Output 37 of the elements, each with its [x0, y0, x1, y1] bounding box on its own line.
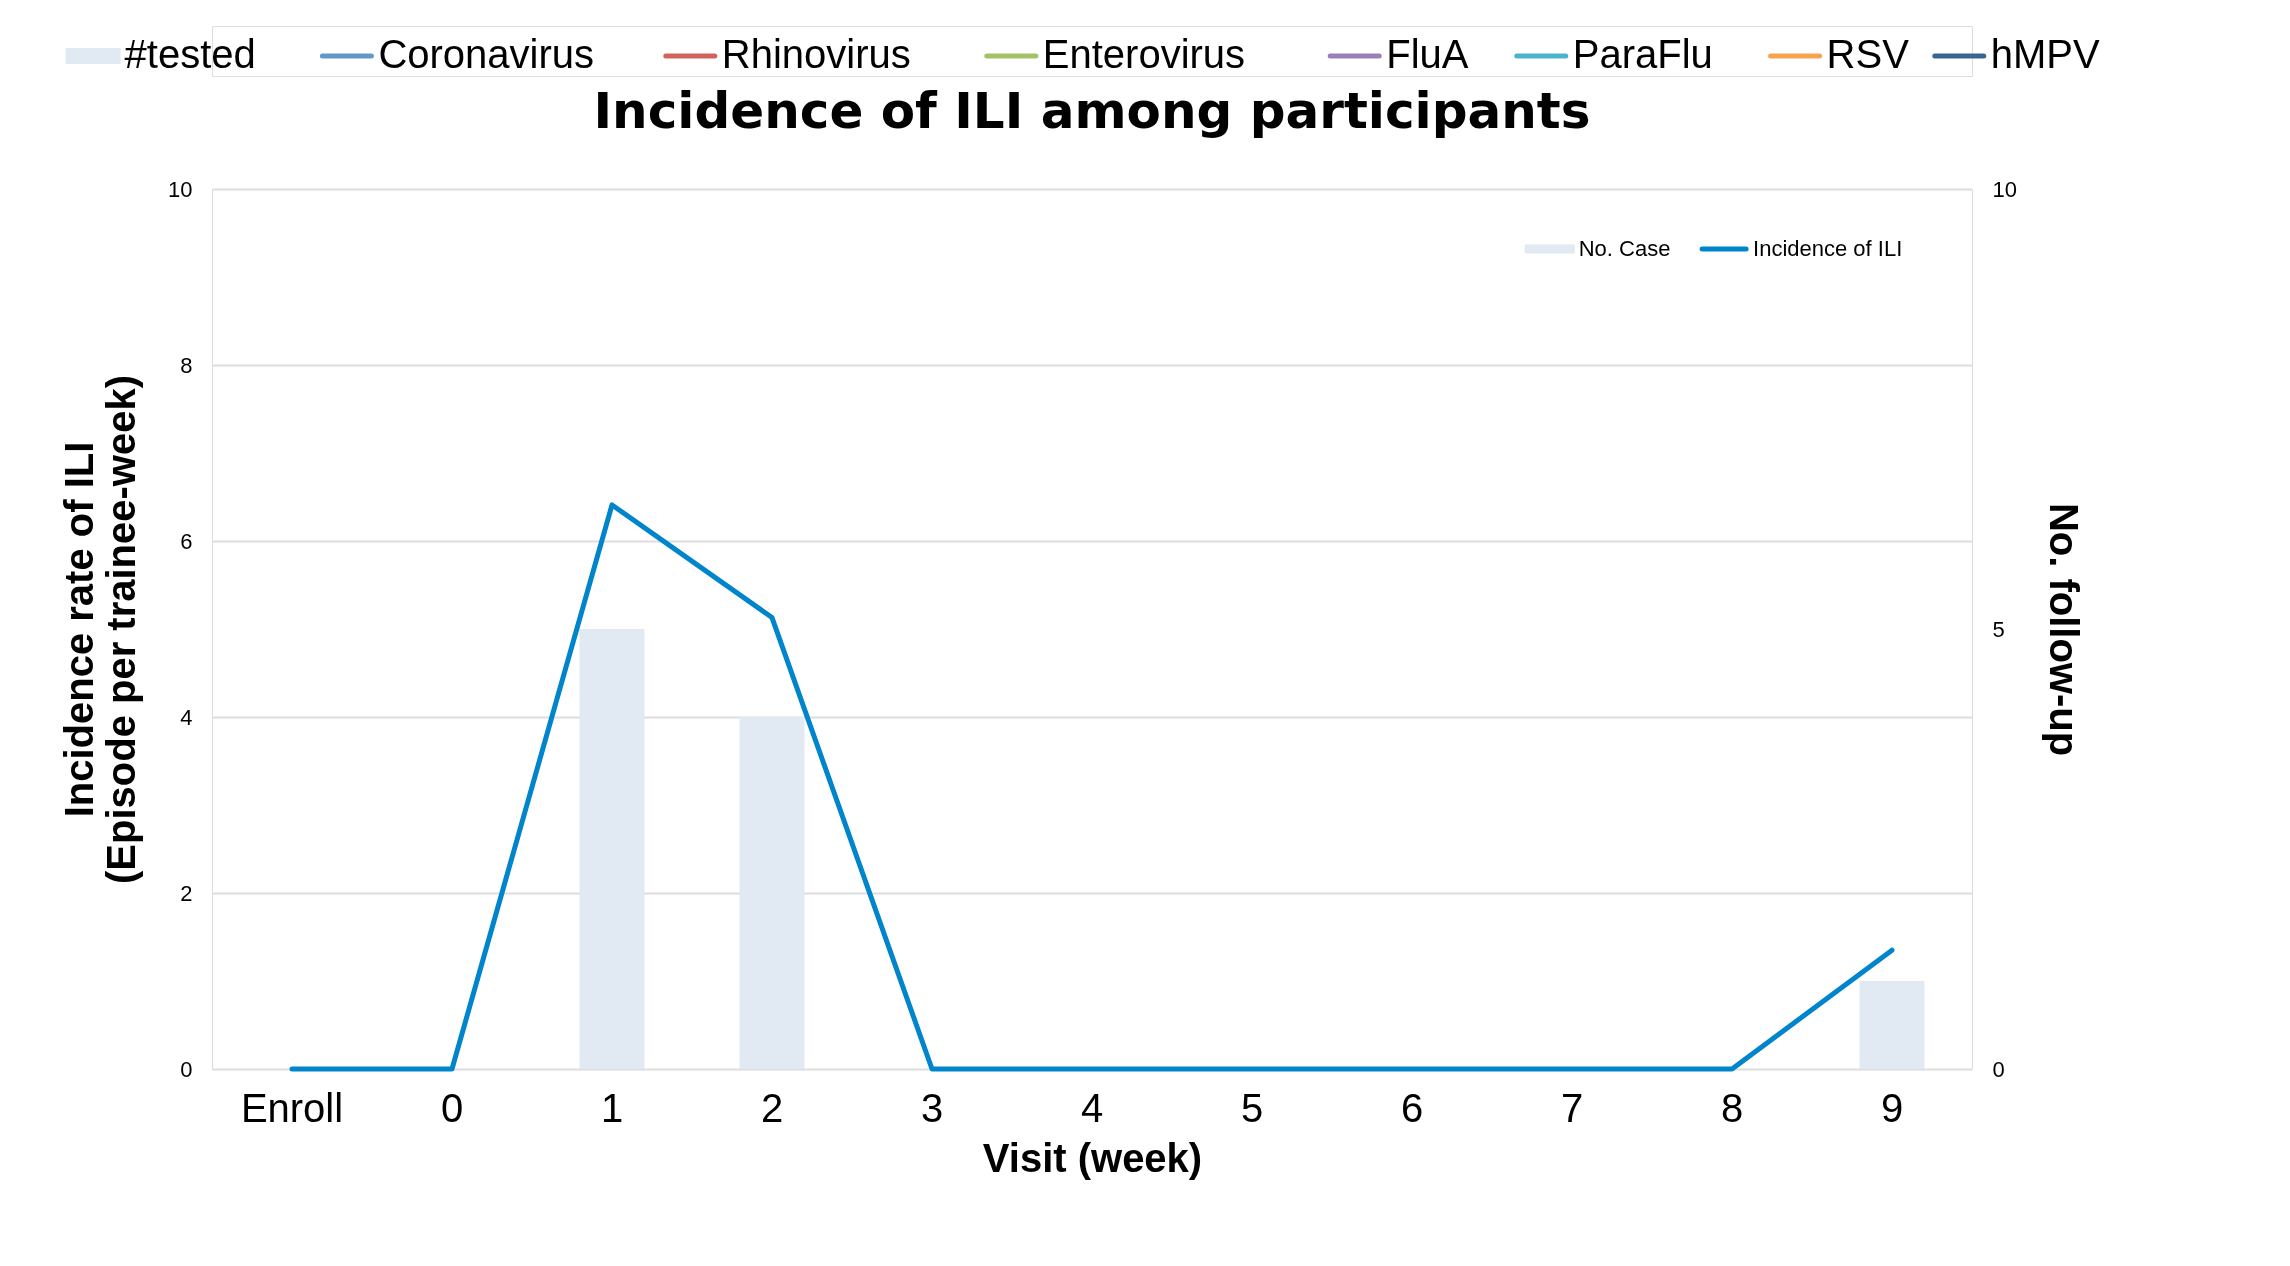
y2-tick-label: 10 [1992, 176, 2017, 202]
chart-title: Incidence of ILI among participants [593, 82, 1591, 140]
y2-tick-label: 5 [1992, 616, 2005, 642]
legend-label: Rhinovirus [721, 32, 911, 76]
legend-label: FluA [1386, 32, 1469, 76]
legend-label: No. Case [1578, 236, 1671, 261]
legend-label: hMPV [1990, 32, 2101, 76]
y-tick-label: 10 [168, 176, 193, 202]
legend-label: Enterovirus [1042, 32, 1246, 76]
legend-label: ParaFlu [1572, 32, 1713, 76]
legend-label: Coronavirus [378, 32, 595, 76]
legend-label: Incidence of ILI [1753, 236, 1903, 261]
x-tick-label: 6 [1400, 1085, 1424, 1130]
y-tick-label: 8 [180, 352, 193, 378]
y-axis-title: Incidence rate of ILI (Episode per trainee-week) [57, 374, 144, 885]
x-tick-label: 8 [1720, 1085, 1744, 1130]
x-tick-label: 0 [440, 1085, 464, 1130]
x-tick-label: 3 [920, 1085, 944, 1130]
y2-axis-title: No. follow-up [2041, 502, 2086, 757]
x-tick-label: Enroll [240, 1085, 344, 1130]
x-tick-label: 5 [1240, 1085, 1264, 1130]
legend-label: #tested [124, 32, 256, 76]
x-tick-label: 1 [600, 1085, 624, 1130]
x-tick-label: 7 [1560, 1085, 1584, 1130]
bar [1859, 981, 1925, 1069]
x-tick-label: 9 [1880, 1085, 1904, 1130]
legend-label: RSV [1826, 32, 1910, 76]
y-tick-label: 2 [180, 880, 193, 906]
x-tick-label: 4 [1080, 1085, 1104, 1130]
y-tick-label: 6 [180, 528, 193, 554]
x-tick-label: 2 [760, 1085, 784, 1130]
y2-tick-label: 0 [1992, 1056, 2005, 1082]
bar [739, 717, 805, 1069]
y-tick-label: 4 [180, 704, 193, 730]
x-axis-title: Visit (week) [982, 1135, 1203, 1180]
bar [579, 629, 645, 1069]
y-tick-label: 0 [180, 1056, 193, 1082]
